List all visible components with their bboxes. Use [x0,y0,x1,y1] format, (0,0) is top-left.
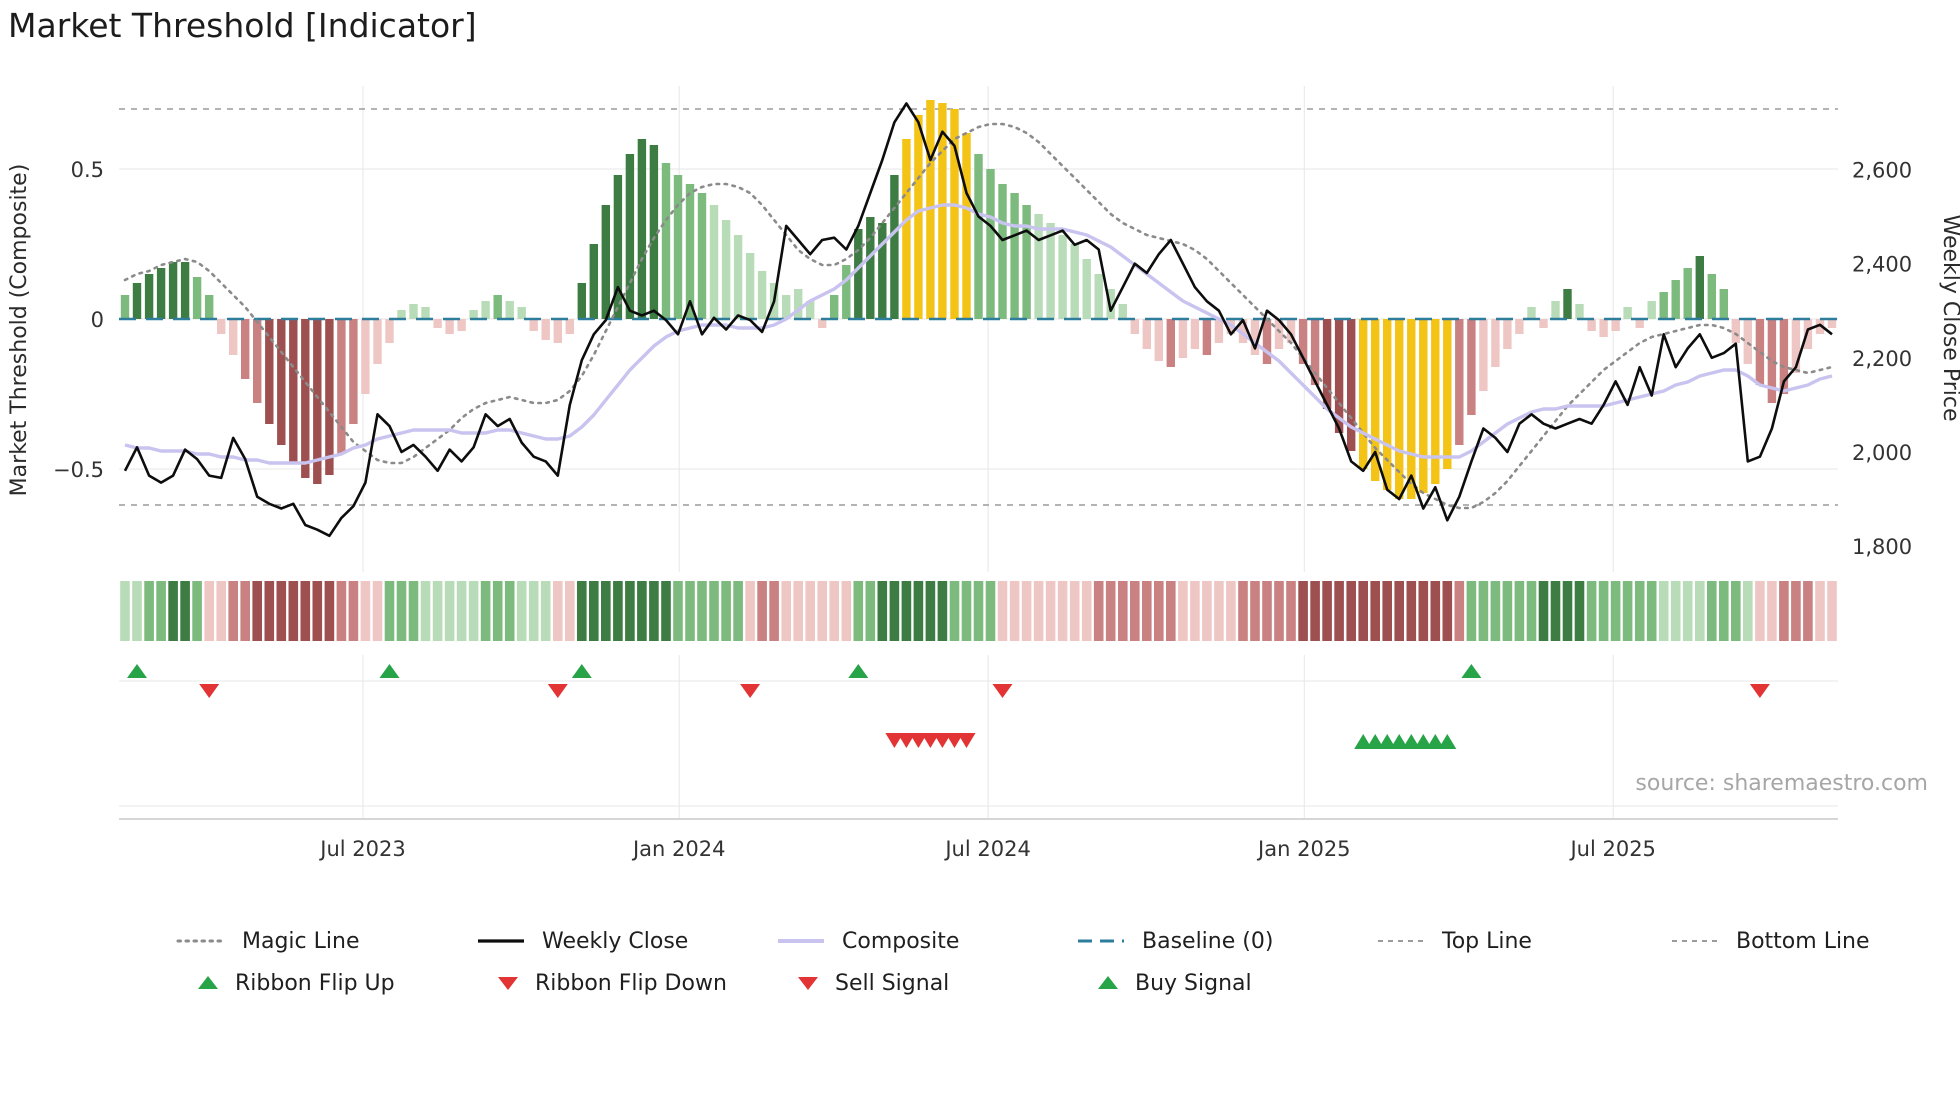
buy-signal-marker [1378,734,1397,749]
composite-swatch [778,939,824,943]
right-axis-title: Weekly Close Price [1938,215,1960,422]
legend-item-ribbon-flip-down: Ribbon Flip Down [496,968,727,998]
tick-labels: 0.5 0 −0.5 2,600 2,400 2,200 2,000 1,800 Jul 202… [53,158,1912,861]
ribbon-flip-up-marker [1461,664,1482,678]
legend-label: Magic Line [242,928,360,954]
legend-label: Weekly Close [542,928,689,954]
legend-label: Top Line [1442,928,1532,954]
legend-label: Sell Signal [835,970,950,996]
weekly-close-line [123,102,1833,538]
signal-markers [127,664,1770,749]
legend-item-top-line: Top Line [1375,926,1532,956]
right-axis-tick: 2,000 [1852,441,1912,465]
x-axis-tick: Jul 2023 [318,837,405,861]
sell-signal-marker [957,733,976,748]
legend-item-ribbon-flip-up: Ribbon Flip Up [196,968,395,998]
trend-ribbon [120,581,1837,641]
x-axis-tick: Jul 2024 [943,837,1030,861]
bottom-line-swatch [1672,940,1718,942]
sell-signal-marker [933,733,952,748]
legend: Magic Line Weekly Close Composite Baseli… [170,918,1950,1018]
x-axis-tick: Jul 2025 [1568,837,1655,861]
sell-signal-marker [909,733,928,748]
right-axis-tick: 2,600 [1852,158,1912,182]
legend-item-bottom-line: Bottom Line [1669,926,1870,956]
ribbon-flip-down-marker [547,684,568,698]
ribbon-flip-down-marker [1749,684,1770,698]
x-axis-tick: Jan 2025 [1256,837,1351,861]
x-axis-tick: Jan 2024 [631,837,726,861]
legend-label: Ribbon Flip Up [235,970,395,996]
legend-item-magic-line: Magic Line [175,926,359,956]
baseline-swatch [1078,939,1124,943]
threshold-guide-lines [119,108,1838,506]
down-triangle-icon [498,977,518,990]
right-axis-tick: 2,200 [1852,347,1912,371]
left-axis-tick: −0.5 [53,458,104,482]
legend-label: Composite [842,928,960,954]
buy-signal-marker [1402,734,1421,749]
right-axis-tick: 2,400 [1852,253,1912,277]
buy-signal-marker [1414,734,1433,749]
top-line-swatch [1378,940,1424,942]
legend-label: Ribbon Flip Down [535,970,727,996]
buy-signal-marker [1426,734,1445,749]
market-threshold-chart: Market Threshold (Composite) Weekly Clos… [7,86,1960,861]
legend-label: Baseline (0) [1142,928,1274,954]
source-credit: source: sharemaestro.com [1635,771,1928,796]
left-axis-tick: 0.5 [71,158,104,182]
legend-item-baseline: Baseline (0) [1075,926,1273,956]
legend-label: Bottom Line [1736,928,1870,954]
legend-item-weekly-close: Weekly Close [475,926,688,956]
sell-signal-marker [945,733,964,748]
ribbon-flip-down-marker [199,684,220,698]
ribbon-flip-down-marker [740,684,761,698]
buy-signal-marker [1390,734,1409,749]
ribbon-flip-down-marker [992,684,1013,698]
legend-item-composite: Composite [775,926,959,956]
legend-item-sell-signal: Sell Signal [796,968,949,998]
buy-signal-marker [1354,734,1373,749]
buy-signal-marker [1438,734,1457,749]
ribbon-flip-up-marker [571,664,592,678]
left-axis-title: Market Threshold (Composite) [7,164,32,497]
left-axis-tick: 0 [91,308,104,332]
magic-line-swatch [176,939,226,943]
plot-area: 0.5 0 −0.5 2,600 2,400 2,200 2,000 1,800 Jul 202… [53,86,1912,861]
legend-label: Buy Signal [1135,970,1252,996]
magic-line [123,122,1834,510]
down-triangle-icon [798,977,818,990]
sell-signal-marker [897,733,916,748]
up-triangle-icon [1098,976,1118,989]
ribbon-flip-up-marker [127,664,147,678]
ribbon-flip-up-marker [379,664,400,678]
legend-item-buy-signal: Buy Signal [1096,968,1252,998]
up-triangle-icon [198,976,218,989]
chart-title: Market Threshold [Indicator] [8,6,477,45]
right-axis-tick: 1,800 [1852,535,1912,559]
sell-signal-marker [921,733,940,748]
buy-signal-marker [1366,734,1385,749]
weekly-close-swatch [478,939,524,943]
ribbon-flip-up-marker [848,664,869,678]
sell-signal-marker [885,733,904,748]
